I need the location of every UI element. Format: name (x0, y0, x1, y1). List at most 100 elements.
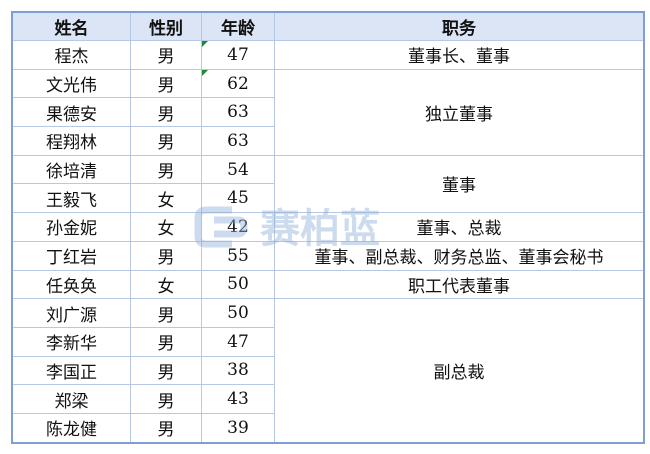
header-age: 年龄 (201, 11, 275, 41)
cell-text: 男 (157, 248, 175, 269)
cell-text: 女 (157, 190, 175, 211)
header-name: 姓名 (11, 11, 131, 41)
cell-text: 男 (157, 162, 175, 183)
table-row: 李新华 男 47 (11, 326, 644, 357)
cell-text: 陈龙健 (46, 420, 97, 441)
table-row: 程杰 男 47 董事长、董事 (11, 40, 645, 70)
position-cell: 副总裁 (274, 298, 645, 444)
table-row: 程翔林 男 63 (11, 126, 644, 156)
position-cell: 董事、总裁 (274, 212, 645, 242)
cell-text: 50 (227, 303, 249, 324)
age-cell: 47 (201, 326, 275, 357)
cell-text: 男 (157, 47, 175, 68)
name-cell: 陈龙健 (11, 412, 131, 444)
table-row: 文光伟男 62 独立董事 (11, 68, 645, 156)
cell-text: 55 (227, 245, 249, 266)
cell-text: 孙金妮 (46, 219, 97, 240)
cell-text: 63 (227, 130, 249, 151)
cell-text: 47 (227, 331, 249, 352)
gender-cell: 女 (130, 269, 202, 300)
cell-text: 刘广源 (46, 305, 97, 326)
age-cell: 47 (201, 40, 275, 70)
table-row: 徐培清 男 54 董事 (11, 154, 645, 214)
cell-text: 男 (157, 334, 175, 355)
name-cell: 李国正 (11, 355, 131, 386)
gender-cell: 男 (130, 40, 202, 70)
cell-text: 程杰 (54, 47, 89, 68)
age-cell: 45 (201, 183, 275, 214)
name-cell: 任奂奂 (11, 269, 131, 300)
name-cell: 李新华 (11, 326, 131, 357)
table-row: 陈龙健 男 39 (11, 412, 644, 444)
gender-cell: 男 (130, 355, 202, 386)
position-cell: 董事 (274, 154, 645, 214)
gender-cell: 男 (130, 326, 202, 357)
position-cell: 职工代表董事 (274, 269, 645, 300)
age-cell: 63 (201, 97, 275, 128)
gender-cell: 男 (130, 298, 202, 328)
age-cell: 62 (201, 68, 275, 99)
cell-text: 男 (157, 76, 175, 97)
cell-text: 50 (227, 274, 249, 295)
gender-cell: 男 (130, 126, 202, 156)
cell-text: 丁红岩 (46, 248, 97, 269)
age-cell: 38 (201, 355, 275, 386)
age-cell: 50 (201, 298, 275, 328)
cell-text: 男 (157, 104, 175, 125)
cell-text: 男 (157, 391, 175, 412)
cell-text: 男 (157, 420, 175, 441)
age-cell: 50 (201, 269, 275, 300)
gender-cell: 女 (130, 183, 202, 214)
gender-cell: 男 (130, 68, 202, 99)
executive-table: 姓名 性别 年龄 职务 程杰男 47 董事长、董事 文光伟男 62 独立董事 果德安男 63 程… (11, 11, 645, 444)
age-cell: 42 (201, 212, 275, 242)
cell-text: 文光伟 (46, 76, 97, 97)
cell-text: 程翔林 (46, 133, 97, 154)
header-gender: 性别 (130, 11, 202, 41)
name-cell: 徐培清 (11, 154, 131, 185)
cell-text: 郑梁 (54, 391, 89, 412)
cell-text: 李新华 (46, 334, 97, 355)
name-cell: 文光伟 (11, 68, 131, 99)
cell-text: 男 (157, 133, 175, 154)
gender-cell: 男 (130, 240, 202, 271)
table-row: 郑梁 男 43 (11, 384, 644, 414)
name-cell: 刘广源 (11, 298, 131, 328)
age-cell: 39 (201, 412, 275, 444)
cell-text: 女 (157, 276, 175, 297)
name-cell: 孙金妮 (11, 212, 131, 242)
table-row: 丁红岩 男 55 董事、副总裁、财务总监、董事会秘书 (11, 240, 645, 271)
table-row: 孙金妮 女 42 董事、总裁 (11, 212, 645, 242)
position-cell: 董事、副总裁、财务总监、董事会秘书 (274, 240, 645, 271)
header-row: 姓名 性别 年龄 职务 (11, 11, 645, 41)
cell-text: 54 (227, 159, 249, 180)
cell-text: 任奂奂 (46, 276, 97, 297)
table-row: 任奂奂 女 50 职工代表董事 (11, 269, 645, 300)
cell-text: 王毅飞 (46, 190, 97, 211)
cell-text: 62 (227, 73, 249, 94)
gender-cell: 男 (130, 412, 202, 444)
age-cell: 63 (201, 126, 275, 156)
cell-text: 男 (157, 305, 175, 326)
cell-text: 李国正 (46, 362, 97, 383)
cell-text: 47 (227, 44, 249, 65)
age-cell: 55 (201, 240, 275, 271)
table-row: 李国正 男 38 (11, 355, 644, 386)
gender-cell: 女 (130, 212, 202, 242)
error-indicator-icon (202, 41, 208, 47)
age-cell: 43 (201, 384, 275, 414)
gender-cell: 男 (130, 97, 202, 128)
cell-text: 38 (227, 360, 249, 381)
table-row: 果德安 男 63 (11, 97, 644, 128)
table-row: 王毅飞 女 45 (11, 183, 644, 214)
cell-text: 徐培清 (46, 162, 97, 183)
position-cell: 独立董事 (274, 68, 645, 156)
cell-text: 果德安 (46, 104, 97, 125)
name-cell: 程杰 (11, 40, 131, 70)
name-cell: 程翔林 (11, 126, 131, 156)
name-cell: 郑梁 (11, 384, 131, 414)
position-cell: 董事长、董事 (274, 40, 645, 70)
gender-cell: 男 (130, 384, 202, 414)
error-indicator-icon (202, 69, 208, 76)
gender-cell: 男 (130, 154, 202, 185)
